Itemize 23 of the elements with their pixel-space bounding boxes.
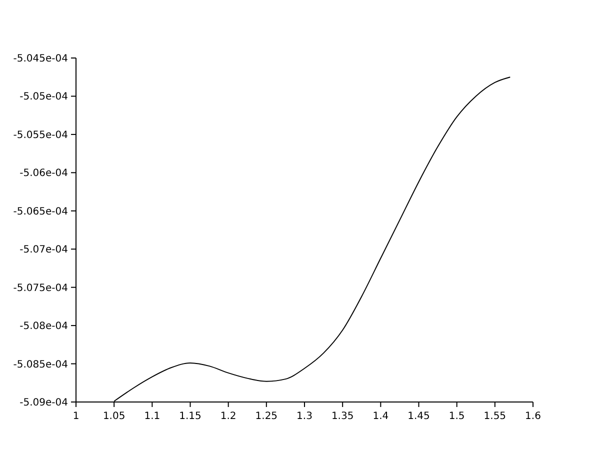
y-tick-label: -5.09e-04 bbox=[20, 398, 68, 408]
x-tick-label: 1.3 bbox=[296, 411, 312, 422]
x-tick-label: 1.1 bbox=[144, 411, 160, 422]
x-tick-label: 1 bbox=[72, 411, 80, 422]
y-tick-label: -5.05e-04 bbox=[20, 92, 68, 103]
x-tick-label: 1.45 bbox=[408, 411, 430, 422]
y-tick-label: -5.06e-04 bbox=[20, 168, 68, 180]
y-tick-label: -5.08e-04 bbox=[20, 321, 68, 332]
x-tick-label: 1.55 bbox=[484, 411, 506, 422]
y-tick-label: -5.045e-04 bbox=[13, 54, 68, 64]
x-tick-label: 1.2 bbox=[220, 411, 236, 422]
x-tick-label: 1.5 bbox=[448, 411, 465, 422]
y-tick-label: -5.085e-04 bbox=[13, 359, 68, 370]
x-tick-label: 1.6 bbox=[525, 411, 541, 422]
y-tick-label: -5.075e-04 bbox=[13, 282, 68, 294]
y-tick-label: -5.055e-04 bbox=[13, 130, 68, 141]
x-tick-label: 1.25 bbox=[255, 411, 278, 422]
x-tick-label: 1.4 bbox=[372, 411, 389, 422]
y-tick-label: -5.07e-04 bbox=[20, 244, 68, 256]
y-tick-label: -5.065e-04 bbox=[13, 206, 68, 218]
x-tick-label: 1.05 bbox=[102, 411, 126, 422]
x-tick-label: 1.15 bbox=[179, 411, 202, 422]
x-tick-label: 1.35 bbox=[331, 411, 354, 422]
